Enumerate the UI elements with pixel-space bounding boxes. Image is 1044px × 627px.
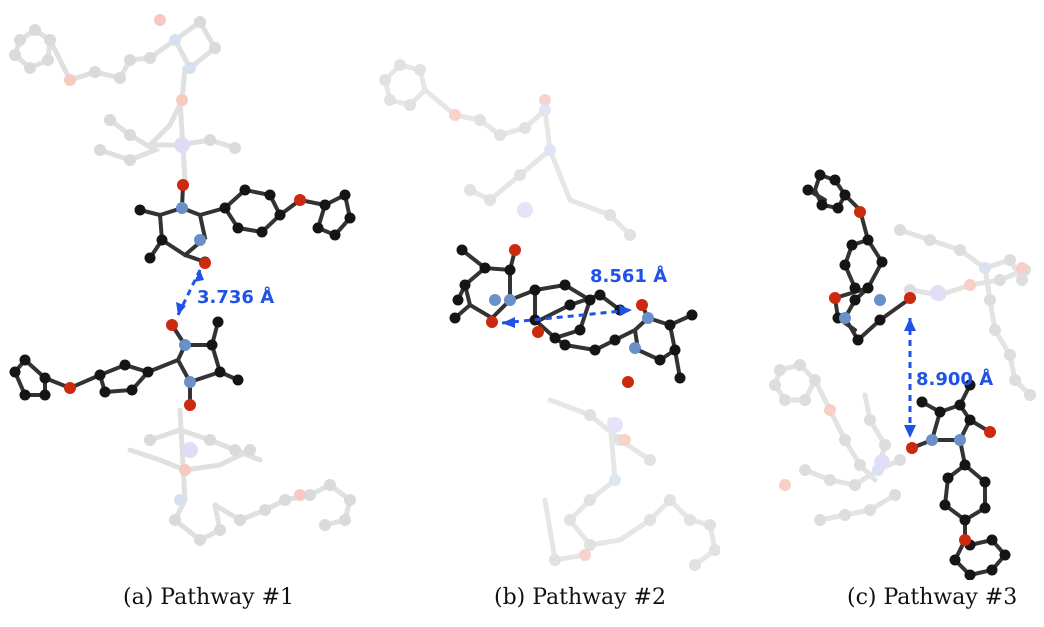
distance-label-b: 8.561 Å	[590, 264, 667, 287]
distance-label-c: 8.900 Å	[916, 367, 993, 390]
panel-a-structure: 3.736 Å	[9, 14, 356, 546]
faded-molecules	[379, 59, 720, 571]
highlighted-molecule-top	[134, 179, 356, 269]
distance-label-a: 3.736 Å	[197, 285, 274, 308]
caption-c: (c) Pathway #3	[847, 585, 1018, 610]
caption-a: (a) Pathway #1	[123, 585, 295, 610]
faded-molecules	[9, 14, 356, 546]
caption-b: (b) Pathway #2	[494, 585, 666, 610]
distance-arrow	[176, 269, 204, 316]
highlighted-molecule-bottom	[906, 379, 1011, 580]
highlighted-molecule-bottom	[9, 316, 244, 411]
panel-c-structure: 8.900 Å	[769, 169, 1036, 580]
distance-arrow	[501, 305, 633, 328]
highlighted-molecule-top	[802, 169, 916, 346]
faded-molecules	[769, 224, 1036, 526]
panel-b-structure: 8.561 Å	[379, 59, 720, 571]
distance-arrow	[904, 318, 916, 438]
